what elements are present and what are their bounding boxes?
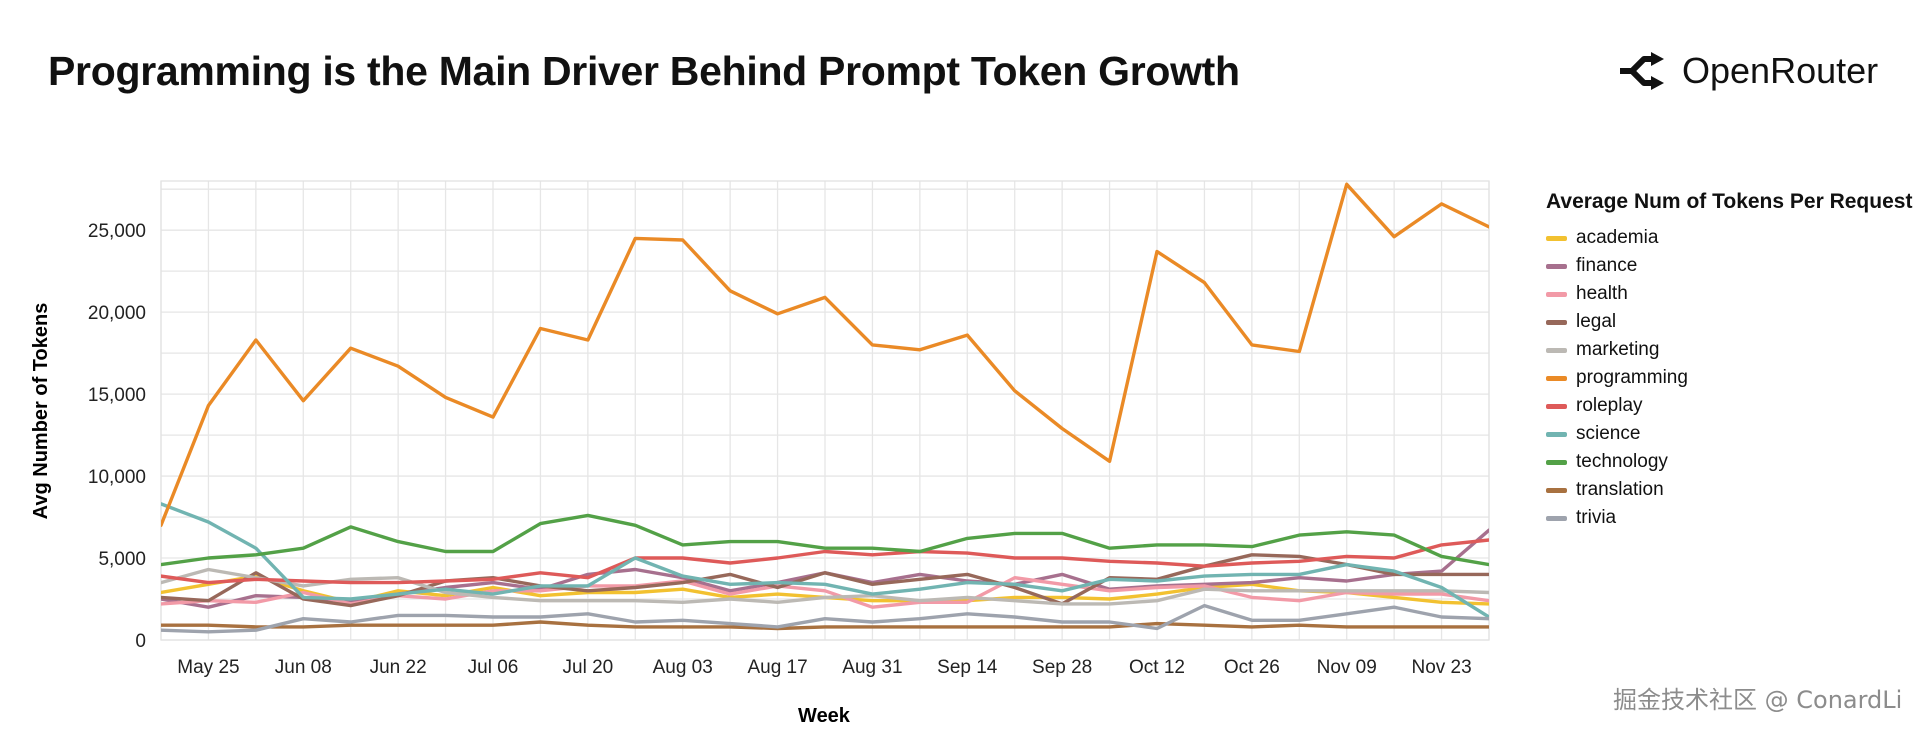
y-tick-label: 0 [135, 631, 146, 652]
x-tick-label: Nov 09 [1317, 657, 1377, 678]
series-line-legal [161, 553, 1489, 608]
legend-item-marketing[interactable]: marketing [1546, 336, 1912, 364]
y-tick-label: 20,000 [88, 303, 146, 324]
legend-title: Average Num of Tokens Per Request [1546, 190, 1913, 213]
openrouter-logo-icon [1620, 52, 1664, 90]
x-tick-label: Aug 03 [653, 657, 713, 678]
chart-axes: 0 5,000 10,000 15,000 20,000 25,000 May 25 Jun … [88, 221, 1472, 678]
legend-item-finance[interactable]: finance [1546, 252, 1912, 280]
legend-item-health[interactable]: health [1546, 280, 1912, 308]
y-tick-label: 15,000 [88, 385, 146, 406]
watermark: 掘金技术社区 @ ConardLi [1613, 686, 1903, 714]
x-tick-label: Jun 08 [275, 657, 332, 678]
series-line-roleplay [161, 538, 1489, 585]
y-tick-label: 25,000 [88, 221, 146, 242]
legend-label: academia [1576, 227, 1659, 248]
plot-frame [160, 180, 1490, 641]
series-line-technology [161, 513, 1489, 567]
legend-items: academia finance health legal marketing progr… [1546, 224, 1912, 532]
x-axis-label: Week [798, 705, 851, 727]
legend-label: legal [1576, 311, 1617, 332]
legend-label: roleplay [1576, 395, 1643, 416]
x-tick-label: Sep 28 [1032, 657, 1092, 678]
legend-item-academia[interactable]: academia [1546, 224, 1912, 252]
series-line-academia [161, 574, 1489, 606]
x-tick-label: Oct 12 [1129, 657, 1185, 678]
legend-label: marketing [1576, 339, 1660, 360]
legend-label: technology [1576, 451, 1668, 472]
legend-item-programming[interactable]: programming [1546, 364, 1912, 392]
legend-swatch [1546, 235, 1567, 241]
legend-swatch [1546, 487, 1567, 493]
legend-swatch [1546, 375, 1567, 381]
legend-item-legal[interactable]: legal [1546, 308, 1912, 336]
x-tick-label: Jul 06 [468, 657, 519, 678]
chart-grid [160, 180, 1490, 641]
x-tick-label: Sep 14 [937, 657, 998, 678]
chart-title: Programming is the Main Driver Behind Pr… [48, 48, 1240, 94]
series-line-programming [161, 182, 1489, 527]
legend-swatch [1546, 263, 1567, 269]
x-tick-label: Jul 20 [563, 657, 614, 678]
legend-swatch [1546, 319, 1567, 325]
legend-label: finance [1576, 255, 1638, 276]
legend-label: science [1576, 423, 1641, 444]
legend-swatch [1546, 347, 1567, 353]
x-tick-label: Oct 26 [1224, 657, 1280, 678]
legend-label: translation [1576, 479, 1664, 500]
series-line-trivia [161, 603, 1489, 634]
series-line-translation [161, 620, 1489, 631]
legend-swatch [1546, 431, 1567, 437]
legend-item-trivia[interactable]: trivia [1546, 504, 1912, 532]
x-tick-label: Nov 23 [1411, 657, 1471, 678]
y-tick-label: 5,000 [98, 549, 146, 570]
series-line-health [161, 576, 1489, 609]
x-tick-label: Aug 31 [842, 657, 902, 678]
series-line-marketing [161, 567, 1489, 606]
brand-logo[interactable]: OpenRouter [1618, 50, 1878, 92]
legend-item-roleplay[interactable]: roleplay [1546, 392, 1912, 420]
legend-item-science[interactable]: science [1546, 420, 1912, 448]
brand-name: OpenRouter [1682, 50, 1879, 91]
y-tick-label: 10,000 [88, 467, 146, 488]
legend-label: programming [1576, 367, 1688, 388]
x-tick-label: May 25 [177, 657, 239, 678]
legend-swatch [1546, 291, 1567, 297]
series-layer [161, 182, 1489, 634]
legend-item-translation[interactable]: translation [1546, 476, 1912, 504]
x-tick-label: Aug 17 [747, 657, 807, 678]
y-axis-label: Avg Number of Tokens [30, 303, 52, 520]
x-tick-label: Jun 22 [370, 657, 427, 678]
legend-item-technology[interactable]: technology [1546, 448, 1912, 476]
series-line-finance [161, 528, 1489, 609]
legend-swatch [1546, 459, 1567, 465]
series-line-science [161, 502, 1489, 619]
legend-label: health [1576, 283, 1628, 304]
legend: Average Num of Tokens Per Request academ… [1546, 190, 1912, 532]
legend-swatch [1546, 515, 1567, 521]
legend-label: trivia [1576, 507, 1617, 528]
legend-swatch [1546, 403, 1567, 409]
